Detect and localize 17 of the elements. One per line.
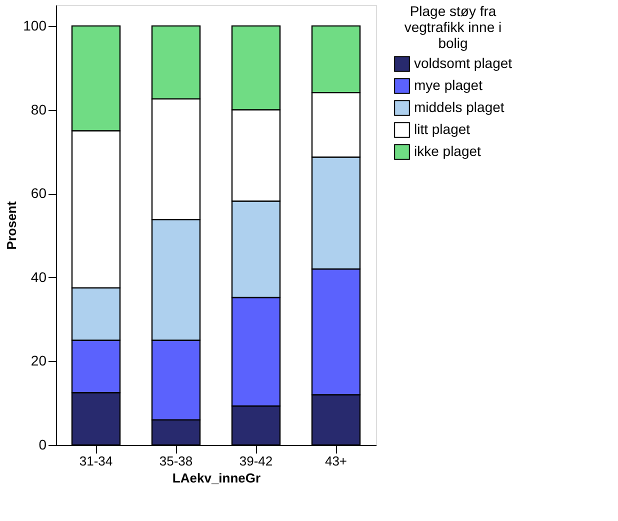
y-tick-label: 80 — [30, 101, 47, 118]
y-tick-label: 20 — [30, 352, 47, 369]
y-tick-label: 100 — [23, 17, 47, 34]
x-axis-title: LAekv_inneGr — [172, 470, 261, 486]
y-tick-label: 60 — [30, 185, 47, 202]
legend-label: middels plaget — [414, 99, 504, 115]
y-tick-label: 0 — [38, 436, 47, 452]
y-tick-label: 40 — [30, 268, 47, 285]
x-tick-label: 31-34 — [79, 454, 113, 468]
legend-label: mye plaget — [414, 77, 483, 93]
legend-label: litt plaget — [414, 121, 470, 137]
y-axis-title: Prosent — [4, 200, 20, 250]
x-tick-label: 43+ — [324, 454, 348, 468]
x-tick-label: 35-38 — [159, 454, 193, 468]
legend-label: ikke plaget — [414, 143, 482, 159]
legend-label: voldsomt plaget — [414, 55, 512, 71]
x-tick-label: 39-42 — [239, 454, 273, 468]
